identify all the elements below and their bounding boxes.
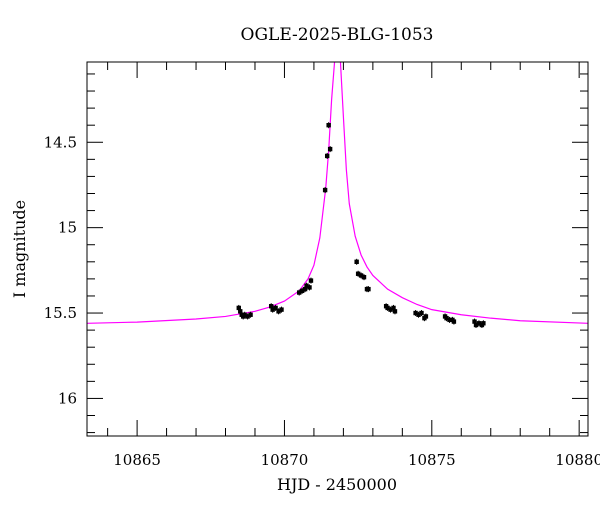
data-point	[444, 315, 449, 321]
data-point	[322, 187, 328, 193]
data-point	[413, 310, 418, 316]
x-axis-label: HJD - 2450000	[277, 475, 397, 494]
data-point	[419, 310, 424, 316]
y-tick-label: 14.5	[44, 133, 77, 151]
data-point	[324, 153, 330, 159]
data-point	[358, 273, 364, 278]
y-tick-label: 16	[58, 389, 77, 407]
data-point	[236, 305, 241, 311]
data-point	[481, 321, 486, 326]
data-point	[302, 286, 308, 292]
x-tick-label: 10870	[261, 451, 309, 469]
data-point	[245, 314, 250, 319]
data-point	[416, 312, 421, 317]
chart-title: OGLE-2025-BLG-1053	[241, 25, 434, 45]
data-point	[296, 290, 302, 295]
x-tick-label: 10875	[408, 451, 456, 469]
data-point	[248, 312, 253, 317]
data-point	[392, 309, 398, 314]
y-tick-label: 15.5	[44, 304, 77, 322]
data-point	[355, 271, 361, 276]
x-tick-label: 10865	[113, 451, 161, 469]
data-point	[451, 319, 457, 324]
data-point	[388, 307, 393, 312]
y-axis-label: I magnitude	[10, 200, 29, 298]
x-tick-label: 10880	[555, 451, 600, 469]
data-point	[279, 307, 284, 312]
data-point	[327, 146, 333, 152]
y-axis-ticks: 14.5 15 15.5 16	[44, 73, 588, 434]
data-point	[299, 288, 305, 294]
data-point	[354, 259, 359, 265]
data-point	[447, 317, 452, 323]
data-point	[238, 309, 243, 314]
y-tick-label: 15	[58, 219, 77, 237]
data-points	[236, 122, 486, 328]
data-point	[273, 305, 278, 311]
model-layer	[87, 62, 588, 324]
data-point	[304, 283, 309, 288]
data-point	[473, 322, 479, 328]
data-point	[385, 305, 390, 311]
plot-frame	[86, 61, 589, 437]
data-point	[276, 309, 281, 314]
data-point	[307, 285, 312, 290]
data-point	[472, 319, 477, 324]
data-point	[391, 305, 396, 311]
model-curve	[87, 62, 588, 324]
data-point	[268, 304, 274, 309]
data-point	[366, 286, 371, 292]
data-point	[308, 278, 314, 283]
data-point	[423, 314, 429, 319]
data-point	[476, 321, 482, 326]
data-point	[361, 274, 367, 280]
data-point	[242, 312, 247, 317]
data-point	[270, 307, 275, 312]
data-point	[326, 122, 331, 128]
x-axis-ticks: 10865 10870 10875 10880	[107, 62, 600, 469]
